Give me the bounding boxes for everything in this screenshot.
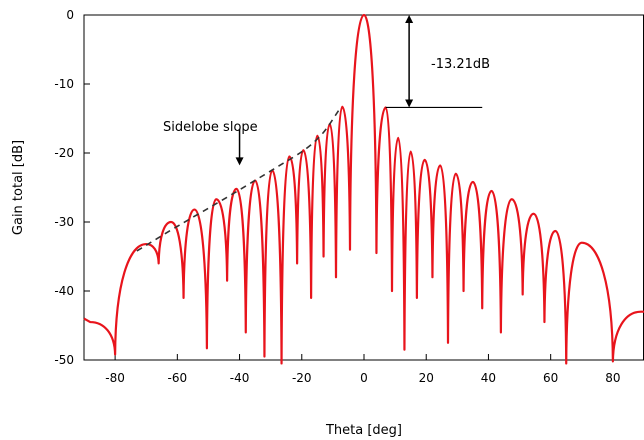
level-arrow-head-bottom <box>405 99 414 108</box>
x-tick-label: 40 <box>481 371 496 385</box>
x-tick-label: 80 <box>605 371 620 385</box>
x-tick-label: -60 <box>168 371 188 385</box>
y-tick-label: -10 <box>54 77 74 91</box>
level-arrow-head-top <box>405 15 414 23</box>
x-axis-title: Theta [deg] <box>325 423 402 438</box>
y-tick-label: -30 <box>54 215 74 229</box>
sidelobe-level-label: -13.21dB <box>431 57 490 72</box>
y-tick-label: -50 <box>54 353 74 367</box>
plot-frame <box>83 14 644 361</box>
sidelobe-slope-label: Sidelobe slope <box>163 120 258 135</box>
x-tick-label: 60 <box>543 371 558 385</box>
x-tick-label: 20 <box>419 371 434 385</box>
y-axis-title: Gain total [dB] <box>11 140 26 235</box>
x-tick-label: -20 <box>292 371 312 385</box>
x-axis-ticks: -80 -60 -40 -20 0 20 40 60 80 <box>105 354 621 385</box>
y-axis-ticks: 0 -10 -20 -30 -40 -50 <box>54 8 90 367</box>
x-tick-label: -80 <box>105 371 125 385</box>
series-line-gain <box>83 13 644 365</box>
sidelobe-slope-curve <box>136 107 342 252</box>
y-tick-label: -40 <box>54 284 74 298</box>
y-tick-label: 0 <box>66 8 74 22</box>
x-tick-label: -40 <box>230 371 250 385</box>
sidelobe-arrow-head <box>235 157 244 166</box>
y-tick-label: -20 <box>54 146 74 160</box>
x-tick-label: 0 <box>360 371 368 385</box>
